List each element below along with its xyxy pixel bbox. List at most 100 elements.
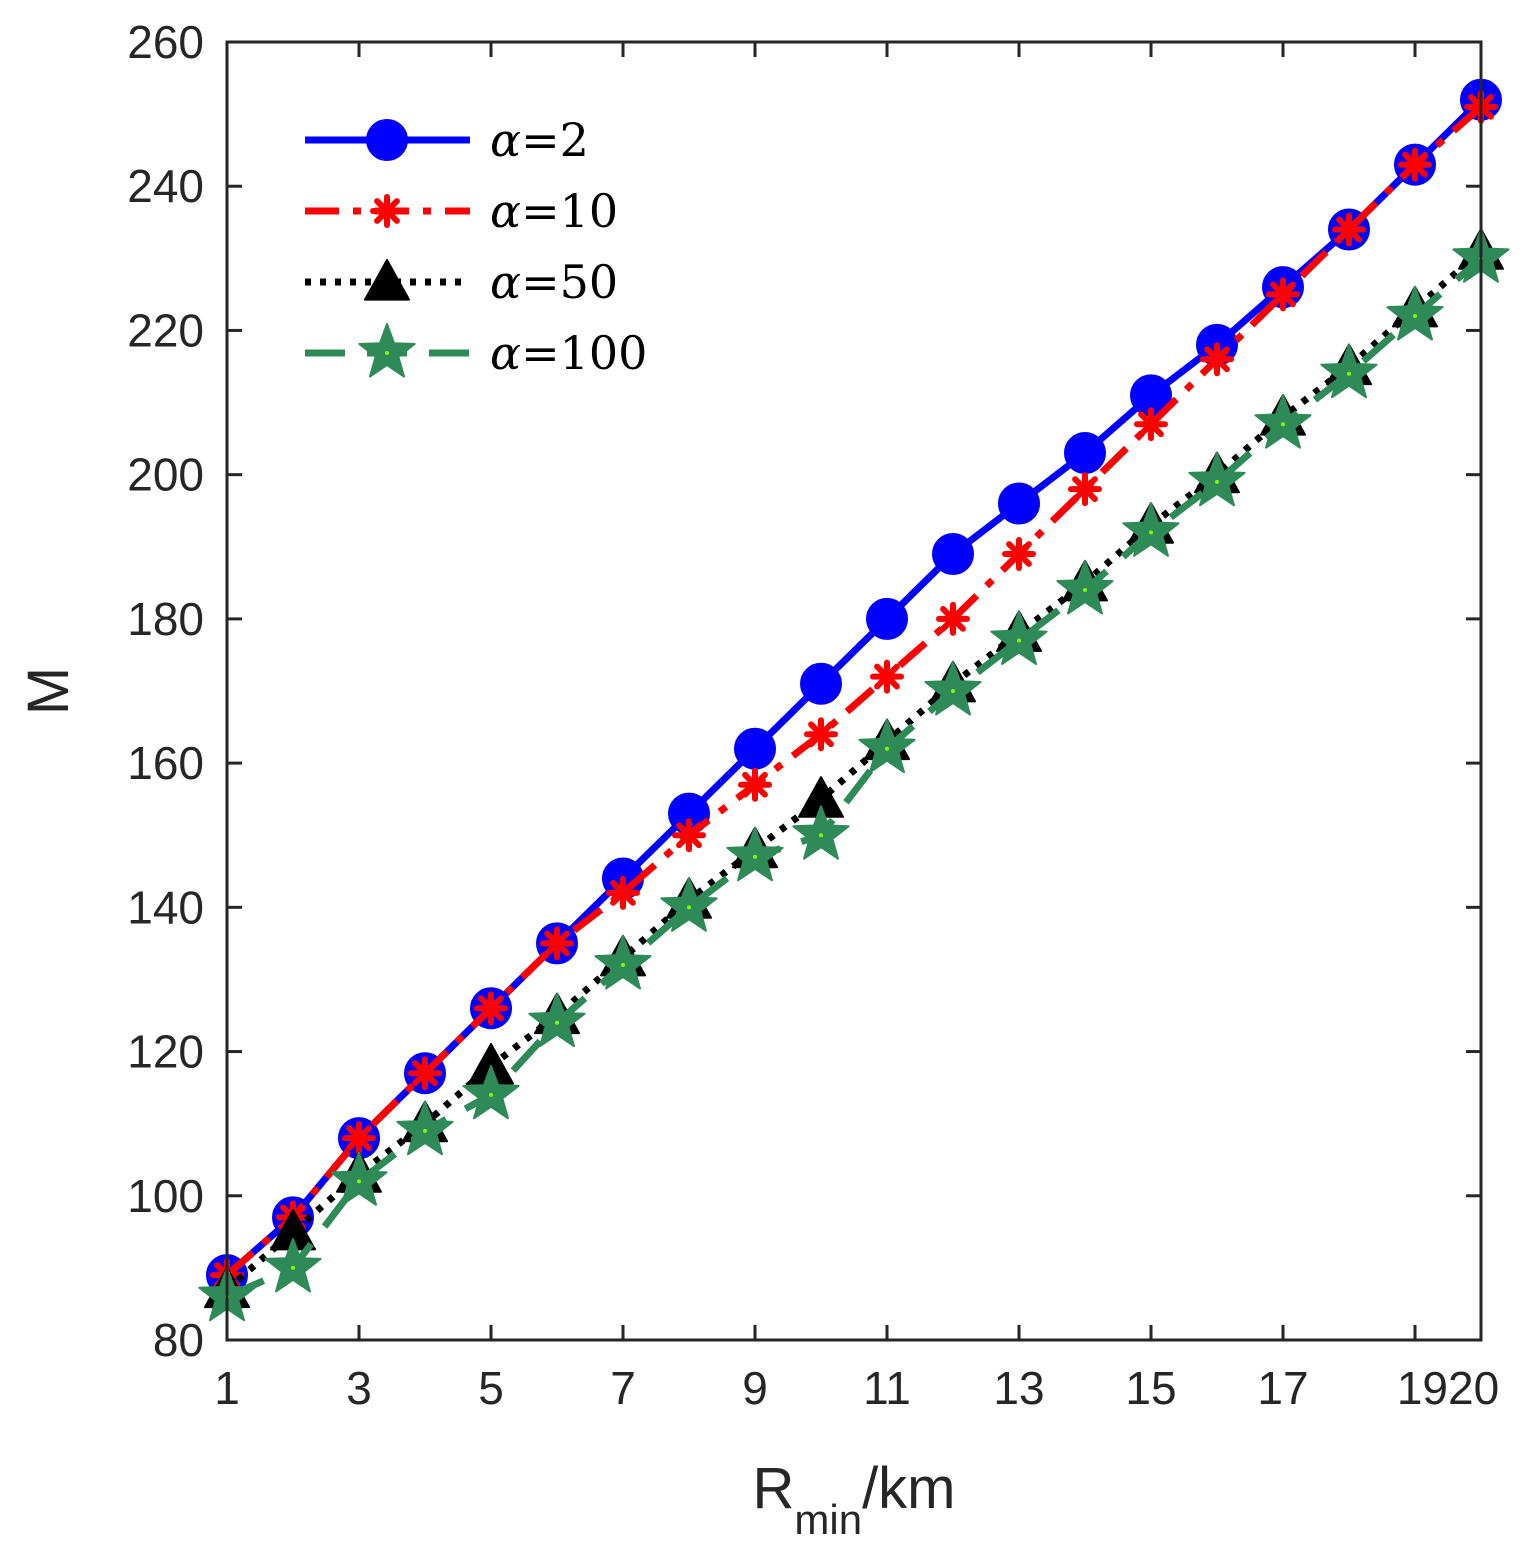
legend-label-value-2: =50 bbox=[521, 255, 618, 309]
y-axis-label: M bbox=[16, 667, 81, 715]
series-layer bbox=[198, 78, 1510, 1322]
series-1-point-13 bbox=[1068, 472, 1102, 507]
series-3-point-15 bbox=[1188, 451, 1246, 507]
series-3-point-1 bbox=[264, 1237, 322, 1293]
series-3-point-4 bbox=[462, 1064, 520, 1120]
legend-label-value-1: =10 bbox=[521, 184, 618, 238]
series-3-point-2-center bbox=[357, 1179, 361, 1184]
series-1-point-5-stroke-3 bbox=[544, 930, 570, 957]
y-axis-tick-labels: 80 100 120 140 160 180 200 220 240 260 bbox=[127, 16, 204, 1366]
series-3-point-16 bbox=[1254, 394, 1312, 449]
series-1-point-3-stroke-3 bbox=[412, 1060, 438, 1087]
series-1-point-10-stroke-3 bbox=[874, 663, 900, 690]
legend-entry-3: α=100 bbox=[305, 323, 647, 380]
series-1-point-2 bbox=[342, 1121, 376, 1156]
series-1-point-6-stroke-3 bbox=[610, 880, 636, 906]
series-1-point-7 bbox=[672, 818, 706, 853]
x-tick-label-4: 9 bbox=[742, 1362, 768, 1414]
y-tick-label-8: 240 bbox=[127, 160, 204, 212]
series-1-point-10 bbox=[870, 659, 904, 694]
legend-label-0: α=2 bbox=[490, 113, 589, 167]
series-0-point-11 bbox=[932, 532, 974, 575]
legend-label-symbol-0: α bbox=[490, 113, 521, 167]
series-3-point-8-center bbox=[753, 854, 757, 859]
series-3-point-3-center bbox=[423, 1128, 427, 1133]
legend-label-symbol-1: α bbox=[490, 184, 521, 238]
series-1-point-17-stroke-3 bbox=[1336, 216, 1362, 243]
plot-area-frame bbox=[225, 40, 1483, 1342]
legend-label-2: α=50 bbox=[490, 255, 618, 309]
legend-label-value-0: =2 bbox=[521, 113, 589, 167]
series-1-point-8 bbox=[738, 767, 772, 802]
series-1-point-9-stroke-3 bbox=[808, 721, 834, 748]
series-1 bbox=[210, 89, 1498, 1293]
series-3-point-7 bbox=[660, 877, 718, 932]
series-3-point-12 bbox=[990, 610, 1048, 665]
series-1-point-2-stroke-3 bbox=[346, 1125, 372, 1151]
legend-label-symbol-3: α bbox=[490, 326, 521, 380]
legend-label-1: α=10 bbox=[490, 184, 618, 238]
legend-marker-2 bbox=[364, 259, 410, 301]
axis-ticks bbox=[225, 40, 1483, 1342]
series-0-point-13 bbox=[1064, 432, 1106, 475]
legend-entry-2: α=50 bbox=[305, 255, 618, 309]
x-tick-label-7: 15 bbox=[1125, 1362, 1176, 1414]
x-tick-label-0: 1 bbox=[214, 1362, 240, 1414]
series-3-point-18 bbox=[1386, 286, 1444, 341]
series-1-point-17 bbox=[1332, 212, 1366, 247]
y-tick-label-3: 140 bbox=[127, 881, 204, 933]
series-3-point-11-center bbox=[951, 689, 955, 693]
x-tick-label-9: 1920 bbox=[1397, 1362, 1499, 1414]
series-1-point-11 bbox=[936, 601, 970, 636]
y-tick-label-1: 100 bbox=[127, 1170, 204, 1222]
legend-marker-0 bbox=[366, 119, 408, 161]
legend: α=2α=10α=50α=100 bbox=[305, 113, 647, 380]
x-axis-label-main: R bbox=[752, 1456, 794, 1521]
series-1-point-13-stroke-3 bbox=[1072, 476, 1098, 502]
series-3-point-16-center bbox=[1281, 422, 1285, 427]
series-3-point-6 bbox=[594, 935, 652, 990]
series-1-point-18-stroke-3 bbox=[1402, 151, 1428, 178]
series-3-point-17-center bbox=[1347, 371, 1351, 376]
series-3-point-5-center bbox=[555, 1020, 559, 1025]
series-3-point-4-center bbox=[489, 1092, 493, 1097]
series-3-point-9-center bbox=[819, 833, 823, 838]
legend-marker-3-center bbox=[385, 351, 389, 355]
series-1-point-4 bbox=[474, 991, 508, 1026]
series-3-point-9 bbox=[792, 805, 850, 860]
series-3-point-8 bbox=[726, 826, 784, 882]
x-tick-label-1: 3 bbox=[346, 1362, 372, 1414]
x-tick-label-5: 11 bbox=[863, 1362, 911, 1414]
x-tick-label-6: 13 bbox=[993, 1362, 1044, 1414]
series-1-point-15-stroke-3 bbox=[1204, 346, 1230, 373]
series-1-point-15 bbox=[1200, 342, 1234, 377]
series-3-point-13-center bbox=[1083, 588, 1087, 593]
series-3-point-10-center bbox=[885, 746, 889, 751]
series-1-point-12-stroke-3 bbox=[1006, 541, 1032, 567]
series-3-point-3 bbox=[396, 1100, 454, 1156]
legend-label-symbol-2: α bbox=[490, 255, 521, 309]
series-1-point-14-stroke-3 bbox=[1138, 411, 1164, 438]
series-1-point-14 bbox=[1134, 407, 1168, 442]
y-tick-label-9: 260 bbox=[127, 16, 204, 68]
series-1-point-16-stroke-3 bbox=[1270, 281, 1296, 308]
y-tick-label-2: 120 bbox=[127, 1026, 204, 1078]
series-0-point-9 bbox=[800, 662, 842, 705]
legend-entry-0: α=2 bbox=[305, 113, 589, 167]
series-0-point-12 bbox=[998, 482, 1040, 525]
x-axis-tick-labels: 1 3 5 7 9 11 13 15 17 1920 bbox=[214, 1362, 1499, 1414]
series-3-point-18-center bbox=[1413, 314, 1417, 319]
y-tick-label-0: 80 bbox=[153, 1314, 204, 1366]
y-tick-label-6: 200 bbox=[127, 449, 204, 501]
series-3 bbox=[198, 228, 1510, 1322]
series-3-point-14-center bbox=[1149, 530, 1153, 535]
series-1-point-3 bbox=[408, 1056, 442, 1091]
legend-label-value-3: =100 bbox=[521, 326, 647, 380]
x-axis-label-subscript: min bbox=[794, 1496, 862, 1543]
x-axis-label-suffix: /km bbox=[862, 1456, 955, 1521]
series-3-point-6-center bbox=[621, 963, 625, 968]
series-3-point-12-center bbox=[1017, 638, 1021, 643]
series-1-point-4-stroke-3 bbox=[478, 995, 504, 1022]
series-1-point-5 bbox=[540, 926, 574, 961]
legend-label-3: α=100 bbox=[490, 326, 647, 380]
